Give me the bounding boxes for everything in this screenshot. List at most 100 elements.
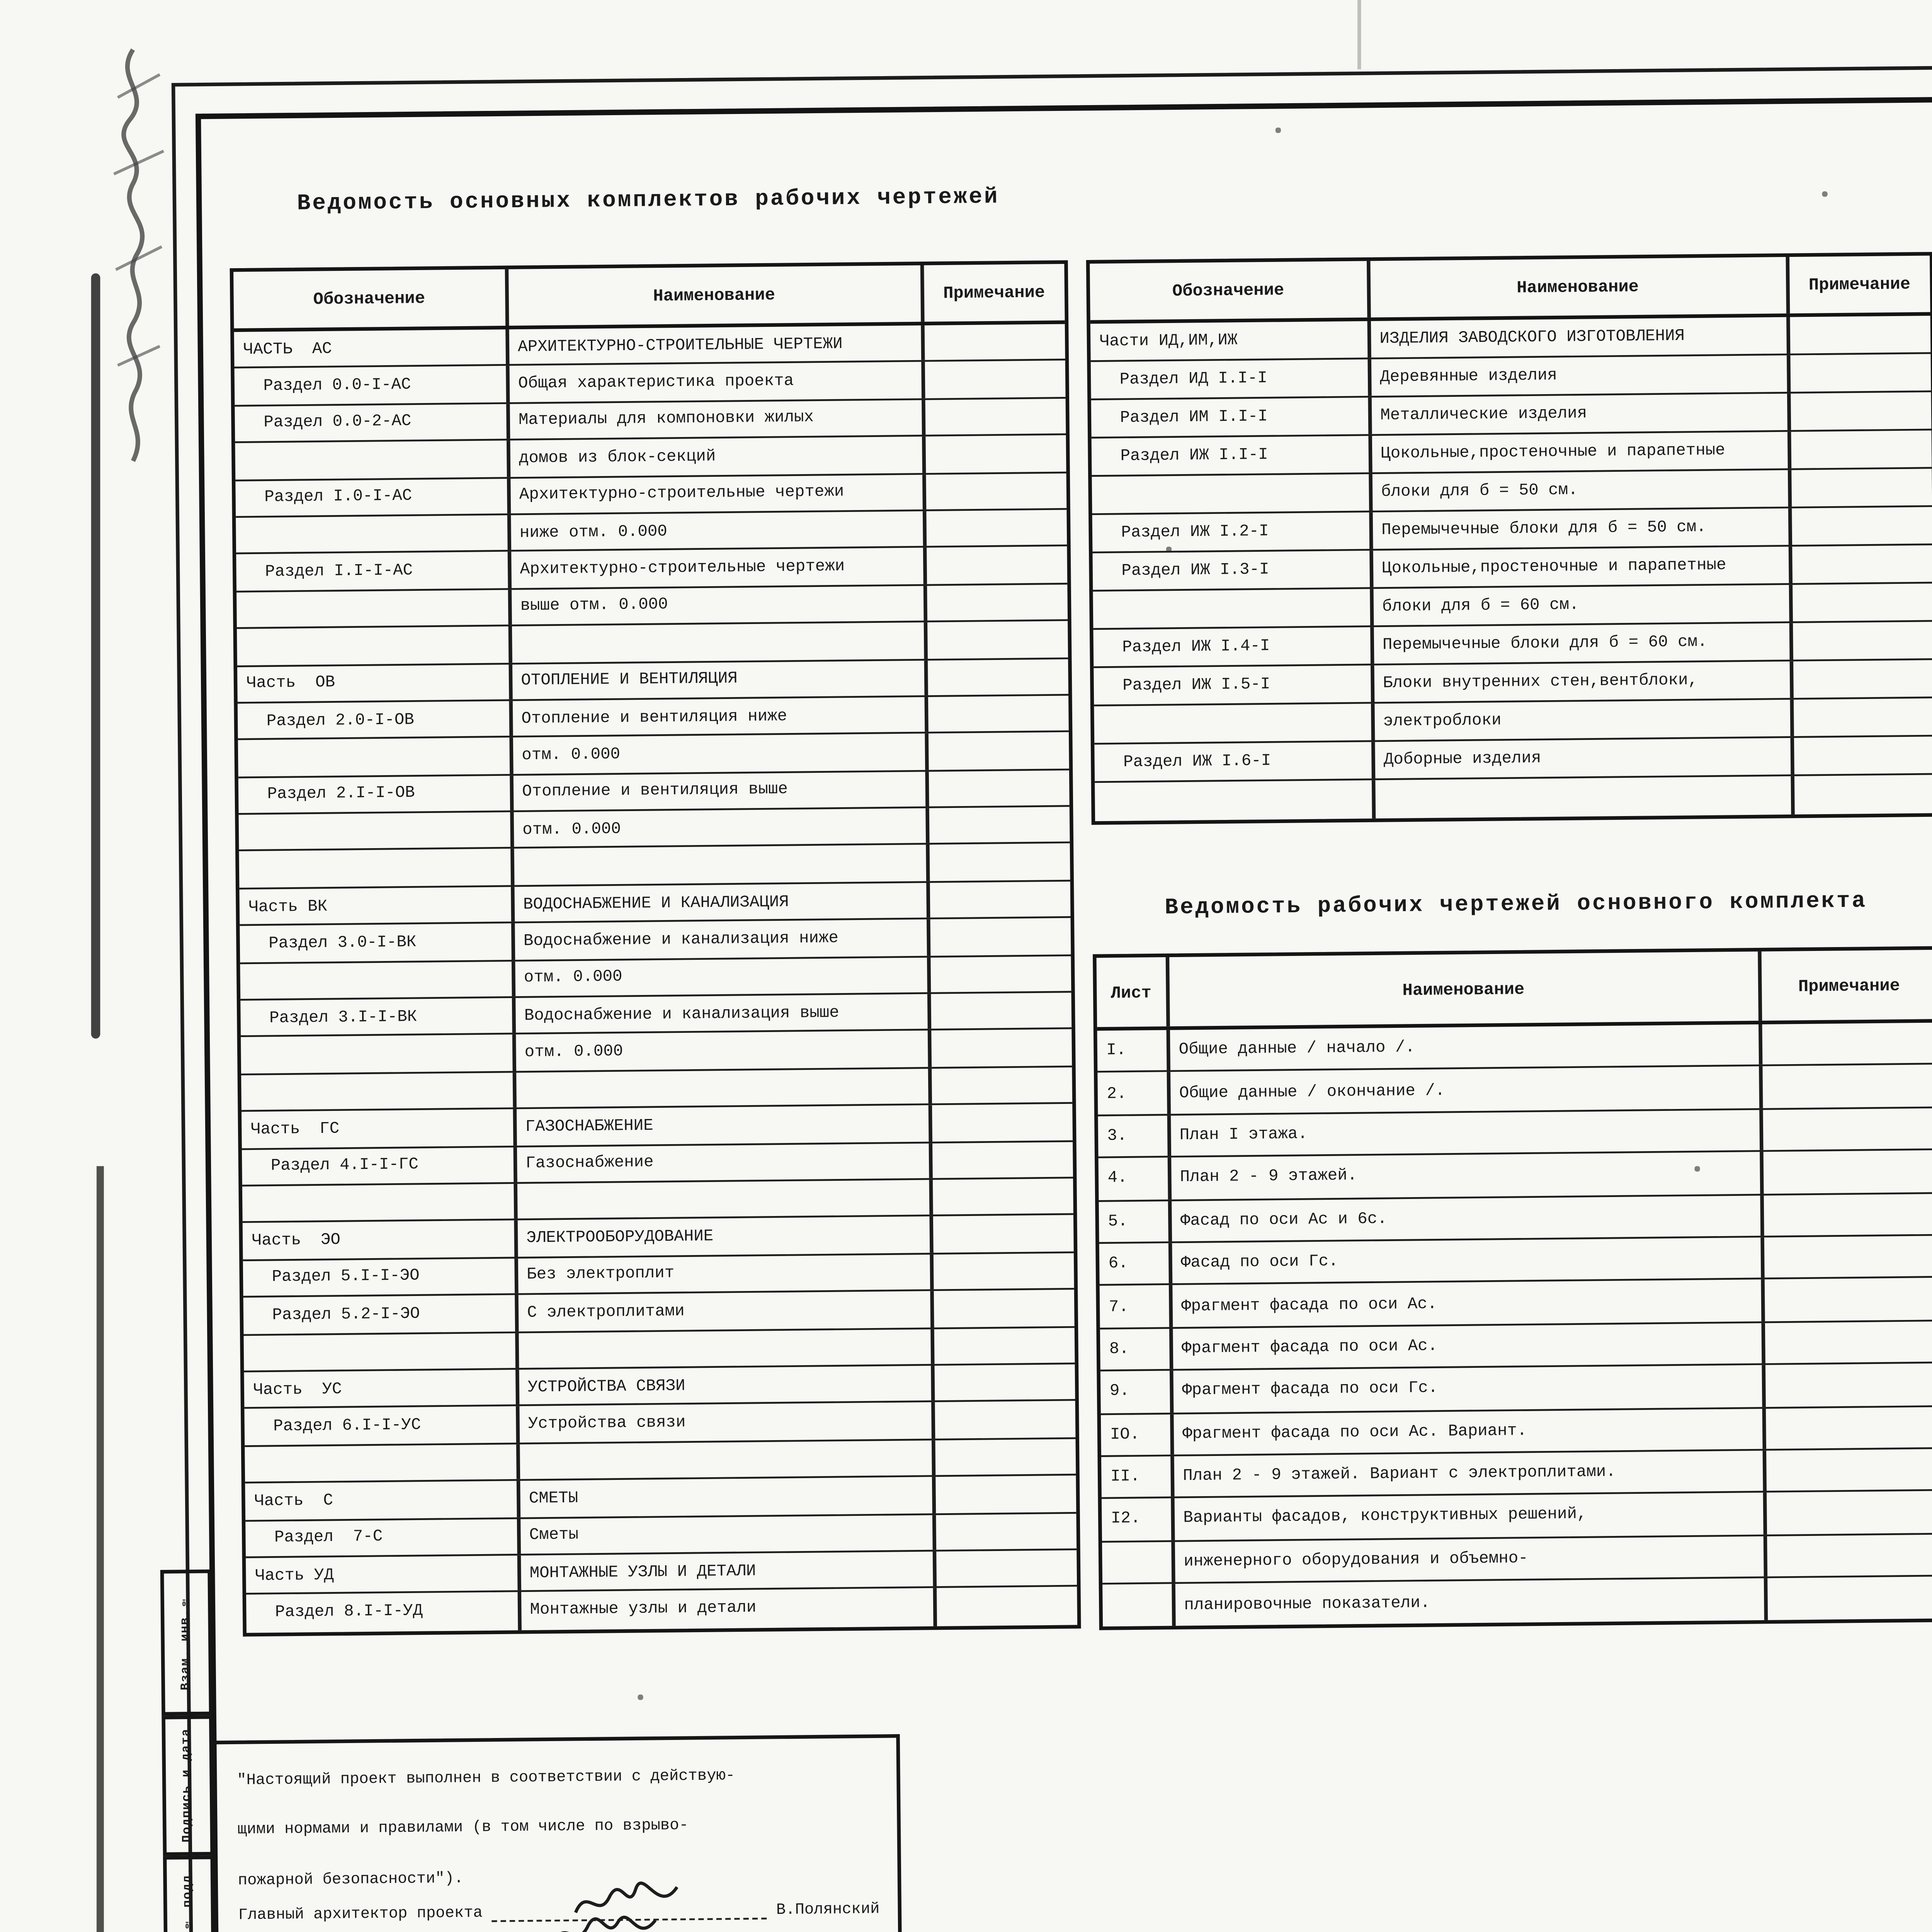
table-cell: [936, 1587, 1078, 1626]
table-cell: Раздел ИЖ I.6-I: [1094, 742, 1375, 781]
chief-engineer-signature-row: Главный инженер проекта Г.Айзенберг: [238, 1915, 880, 1932]
table-cell: [1767, 1577, 1932, 1621]
table-cell: [924, 361, 1066, 398]
table-cell: [245, 1444, 520, 1482]
table-cell: Газоснабжение: [516, 1143, 932, 1182]
table-cell: Раздел 0.0-I-АС: [234, 366, 509, 405]
table-cell: Фрагмент фасада по оси Ас.: [1172, 1323, 1765, 1369]
table-cell: [1793, 736, 1932, 774]
table-cell: [236, 589, 512, 628]
column-header: Примечание: [1808, 274, 1911, 295]
table-cell: Фрагмент фасада по оси Гс.: [1173, 1365, 1766, 1412]
side-strip-cell: Взам. инв.№: [160, 1569, 213, 1716]
scan-handwriting-artifact: [113, 48, 165, 462]
table-cell: Часть С: [245, 1481, 520, 1519]
table-cell: Общие данные / начало /.: [1169, 1024, 1762, 1071]
table-cell: Раздел ИЖ I.3-I: [1092, 551, 1373, 590]
table-cell: СМЕТЫ: [519, 1477, 935, 1517]
table-cell: План 2 - 9 этажей.: [1170, 1152, 1764, 1199]
table-cell: [236, 626, 512, 665]
table-cell: УСТРОЙСТВА СВЯЗИ: [518, 1366, 934, 1405]
table-cell: домов из блок-секций: [509, 437, 925, 476]
column-header: Наименование: [1369, 257, 1789, 318]
table-cell: [1794, 775, 1932, 815]
table-cell: блоки для б = 60 см.: [1373, 585, 1793, 626]
table-cell: [930, 993, 1072, 1029]
table-cell: Раздел ИЖ I.4-I: [1093, 627, 1374, 667]
column-header: Наименование: [1168, 951, 1762, 1027]
table-cell: Раздел 3.I-I-ВК: [240, 998, 515, 1036]
sheet-list-table: Лист Наименование Примечание I. Общие данные…: [1093, 946, 1932, 1631]
table-row: Раздел 8.I-I-УД Монтажные узлы и детали: [246, 1587, 1077, 1633]
table-cell: ниже отм. 0.000: [510, 511, 926, 551]
table-cell: отм. 0.000: [515, 1031, 931, 1071]
table-cell: [518, 1328, 934, 1368]
table-cell: [931, 1067, 1073, 1104]
compliance-note-box: "Настоящий проект выполнен в соответстви…: [211, 1734, 902, 1932]
table-cell: [1791, 469, 1932, 507]
table-row: I2. Варианты фасадов, конструктивных реше…: [1102, 1491, 1932, 1542]
table-cell: ЧАСТЬ АС: [234, 329, 509, 367]
table-cell: [519, 1440, 935, 1480]
table-cell: [932, 1216, 1074, 1252]
table-cell: [1793, 698, 1932, 736]
table-cell: [927, 696, 1069, 732]
table-cell: блоки для б = 50 см.: [1372, 470, 1791, 511]
table-row: 3. План I этажа.: [1098, 1108, 1932, 1159]
table-cell: [926, 547, 1068, 583]
table-cell: [935, 1513, 1077, 1549]
table-cell: ОТОПЛЕНИЕ И ВЕНТИЛЯЦИЯ: [512, 660, 928, 699]
table-cell: [1765, 1321, 1932, 1364]
table-cell: [928, 770, 1070, 806]
table-cell: [928, 733, 1069, 769]
column-header: Примечание: [943, 282, 1045, 303]
table-cell: ИЗДЕЛИЯ ЗАВОДСКОГО ИЗГОТОВЛЕНИЯ: [1370, 317, 1790, 358]
table-cell: Материалы для компоновки жилых: [509, 400, 925, 439]
table-cell: [934, 1401, 1076, 1438]
table-cell: 8.: [1100, 1328, 1173, 1370]
table-cell: [1764, 1236, 1932, 1278]
table-cell: План I этажа.: [1170, 1109, 1763, 1156]
table-cell: [933, 1290, 1075, 1327]
table-cell: ВОДОСНАБЖЕНИЕ И КАНАЛИЗАЦИЯ: [514, 883, 930, 922]
table-cell: [931, 1030, 1072, 1066]
table-cell: Раздел ИД I.I-I: [1090, 359, 1371, 399]
table-row: 2. Общие данные / окончание /.: [1097, 1065, 1932, 1116]
table-cell: Фасад по оси Гс.: [1171, 1237, 1764, 1284]
table-cell: [1765, 1364, 1932, 1406]
table-cell: [1764, 1278, 1932, 1321]
table-cell: планировочные показатели.: [1175, 1578, 1768, 1627]
note-text: "Настоящий проект выполнен в соответстви…: [237, 1751, 876, 1907]
table-cell: [1763, 1108, 1932, 1150]
table-cell: [925, 473, 1067, 509]
table-cell: выше отм. 0.000: [511, 585, 927, 625]
table-cell: Архитектурно-строительные чертежи: [510, 548, 927, 588]
table-cell: [1766, 1492, 1932, 1534]
table-cell: [1095, 780, 1375, 821]
signature-line: [492, 1881, 767, 1922]
table-cell: Водоснабжение и канализация ниже: [514, 920, 930, 959]
note-line: "Настоящий проект выполнен в соответстви…: [237, 1767, 735, 1790]
table-row: 6. Фасад по оси Гс.: [1099, 1236, 1932, 1287]
table-cell: [935, 1476, 1077, 1512]
table-cell: [934, 1327, 1075, 1364]
table-cell: [927, 658, 1068, 695]
table-cell: [925, 398, 1066, 435]
table-cell: [239, 849, 514, 888]
table-cell: Часть ОВ: [237, 663, 512, 702]
table-cell: [930, 956, 1071, 992]
signature-role: Главный архитектор проекта: [238, 1904, 483, 1925]
table-cell: [1792, 583, 1932, 621]
table-cell: [1102, 1584, 1175, 1628]
table-cell: [1092, 474, 1372, 514]
table-cell: Металлические изделия: [1371, 393, 1791, 434]
table-cell: [935, 1439, 1076, 1475]
table-cell: С электроплитами: [518, 1291, 934, 1331]
side-strip-label: Взам. инв.№: [179, 1594, 194, 1691]
table-cell: Без электроплит: [517, 1254, 934, 1294]
table-cell: [515, 1068, 932, 1108]
table-cell: [517, 1180, 933, 1219]
table-cell: I.: [1097, 1030, 1170, 1072]
table-cell: [235, 440, 510, 479]
table-cell: Блоки внутренних стен,вентблоки,: [1373, 661, 1793, 702]
